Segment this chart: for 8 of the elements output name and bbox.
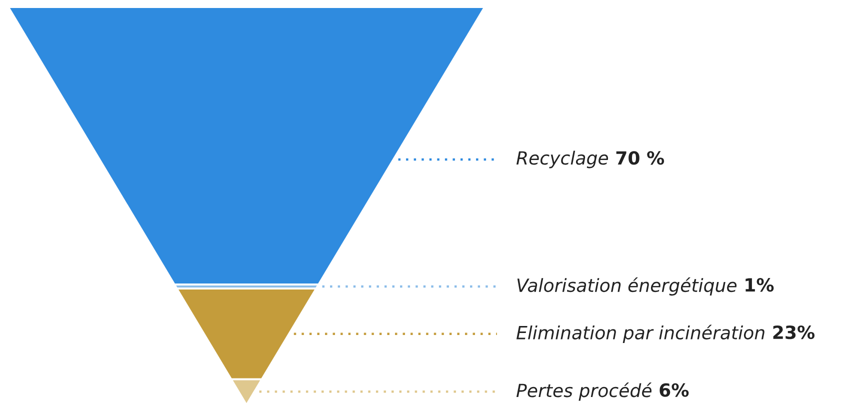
data-label: 6% bbox=[660, 383, 689, 397]
category-label: Pertes procédé bbox=[516, 382, 652, 401]
category-label: Recyclage bbox=[516, 150, 608, 168]
data-label: 70 % bbox=[616, 151, 664, 165]
category-label: Valorisation énergétique bbox=[517, 277, 737, 296]
category-label: Elimination par incinération bbox=[516, 324, 764, 343]
data-label: 23% bbox=[773, 325, 815, 340]
data-label: 1% bbox=[746, 278, 774, 292]
